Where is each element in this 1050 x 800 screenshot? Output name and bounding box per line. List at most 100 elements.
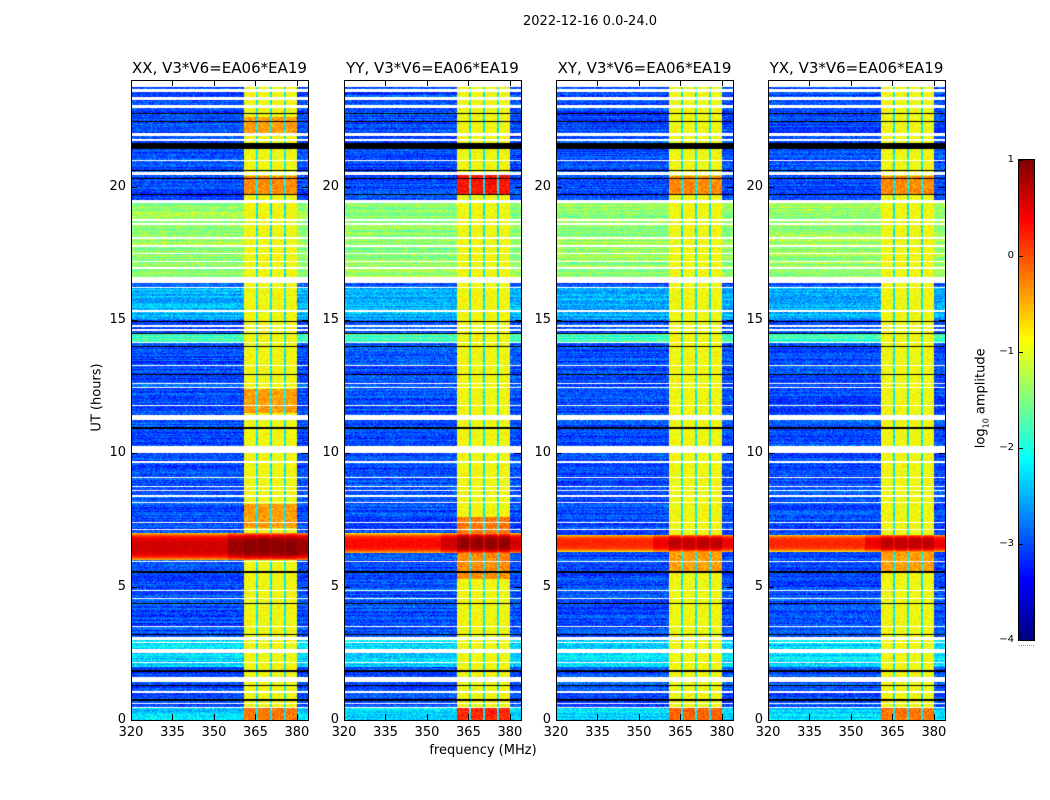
y-tick-mark <box>939 186 945 188</box>
x-tick-label: 320 <box>543 725 569 740</box>
y-tick-mark <box>556 186 562 188</box>
x-tick-label: 365 <box>456 725 481 740</box>
y-tick-mark <box>727 320 733 321</box>
y-tick-mark <box>556 720 562 721</box>
y-tick-label: 15 <box>746 312 763 327</box>
y-tick-mark <box>515 586 521 588</box>
colorbar-tick-mark <box>1019 160 1023 161</box>
y-tick-mark <box>302 586 308 588</box>
y-tick-label: 0 <box>542 712 551 727</box>
x-tick-label: 320 <box>118 725 144 740</box>
figure-suptitle: 2022-12-16 0.0-24.0 <box>523 14 657 29</box>
y-tick-mark <box>131 453 137 455</box>
y-tick-mark <box>727 186 733 188</box>
x-tick-label: 365 <box>880 725 905 740</box>
x-tick-label: 365 <box>243 725 268 740</box>
colorbar-gradient <box>1019 160 1034 640</box>
y-tick-label: 20 <box>746 178 763 194</box>
x-tick-label: 380 <box>921 725 947 740</box>
panel-title: XX, V3*V6=EA06*EA19 <box>132 59 307 77</box>
colorbar-tick-label: −1 <box>999 346 1014 357</box>
x-tick-label: 320 <box>331 725 357 740</box>
colorbar-tick-label: 1 <box>1007 154 1014 165</box>
y-tick-mark <box>556 586 562 588</box>
colorbar-tick-label: −4 <box>999 634 1014 645</box>
y-tick-mark <box>515 453 521 455</box>
x-tick-mark <box>344 80 345 86</box>
colorbar-extend-marker <box>1019 645 1034 646</box>
y-tick-label: 20 <box>109 178 126 194</box>
x-tick-mark <box>468 714 470 720</box>
y-tick-label: 15 <box>322 312 339 327</box>
y-tick-mark <box>131 186 137 188</box>
x-tick-mark <box>680 80 682 86</box>
spectrogram-heatmap <box>768 80 945 720</box>
y-tick-label: 0 <box>117 712 126 727</box>
y-axis-label: UT (hours) <box>89 363 105 432</box>
y-tick-mark <box>344 586 350 588</box>
x-tick-label: 350 <box>414 725 440 740</box>
y-tick-mark <box>131 320 137 321</box>
spectrogram-heatmap <box>556 80 733 720</box>
x-tick-mark <box>556 80 557 86</box>
x-tick-mark <box>556 714 557 720</box>
y-tick-mark <box>556 320 562 321</box>
x-tick-mark <box>131 714 132 720</box>
x-tick-mark <box>296 714 298 720</box>
x-tick-mark <box>213 714 215 720</box>
colorbar-tick-label: 0 <box>1007 250 1014 261</box>
x-tick-mark <box>131 80 132 86</box>
y-tick-mark <box>727 586 733 588</box>
panel-title: YY, V3*V6=EA06*EA19 <box>346 59 519 77</box>
x-tick-mark <box>509 80 511 86</box>
x-tick-label: 335 <box>160 725 185 740</box>
y-tick-label: 5 <box>117 578 126 594</box>
y-tick-label: 15 <box>534 312 551 327</box>
y-tick-mark <box>344 320 350 321</box>
x-tick-mark <box>721 80 723 86</box>
y-tick-label: 5 <box>542 578 551 594</box>
x-tick-label: 380 <box>497 725 523 740</box>
y-tick-mark <box>768 453 774 455</box>
y-tick-mark <box>768 720 774 721</box>
colorbar-tick-label: −2 <box>999 442 1014 453</box>
y-tick-mark <box>515 186 521 188</box>
x-tick-mark <box>172 80 174 86</box>
x-tick-mark <box>638 714 640 720</box>
y-tick-label: 10 <box>746 445 763 461</box>
x-tick-mark <box>721 714 723 720</box>
x-tick-label: 320 <box>755 725 781 740</box>
colorbar-tick-label: −3 <box>999 538 1014 549</box>
x-axis-label: frequency (MHz) <box>429 743 537 758</box>
y-tick-label: 0 <box>330 712 339 727</box>
x-tick-label: 335 <box>585 725 610 740</box>
spectrogram-heatmap <box>131 80 308 720</box>
x-tick-mark <box>597 714 599 720</box>
x-tick-label: 350 <box>838 725 864 740</box>
x-tick-mark <box>850 714 852 720</box>
x-tick-mark <box>213 80 215 86</box>
x-tick-mark <box>933 714 935 720</box>
y-tick-mark <box>939 453 945 455</box>
panel-title: YX, V3*V6=EA06*EA19 <box>769 59 944 77</box>
colorbar-tick-mark <box>1019 640 1023 641</box>
colorbar-tick-mark <box>1019 352 1023 353</box>
y-tick-mark <box>515 320 521 321</box>
x-tick-mark <box>296 80 298 86</box>
spectrogram-heatmap <box>344 80 521 720</box>
y-tick-mark <box>131 720 137 721</box>
y-tick-label: 20 <box>322 178 339 194</box>
x-tick-mark <box>344 714 345 720</box>
x-tick-mark <box>468 80 470 86</box>
y-tick-label: 10 <box>534 445 551 461</box>
y-tick-mark <box>302 720 308 721</box>
y-tick-mark <box>727 720 733 721</box>
x-tick-mark <box>933 80 935 86</box>
y-tick-mark <box>939 720 945 721</box>
x-tick-mark <box>426 80 428 86</box>
x-tick-mark <box>680 714 682 720</box>
y-tick-mark <box>344 720 350 721</box>
panel-title: XY, V3*V6=EA06*EA19 <box>557 59 732 77</box>
x-tick-label: 335 <box>797 725 822 740</box>
y-tick-label: 5 <box>330 578 339 594</box>
